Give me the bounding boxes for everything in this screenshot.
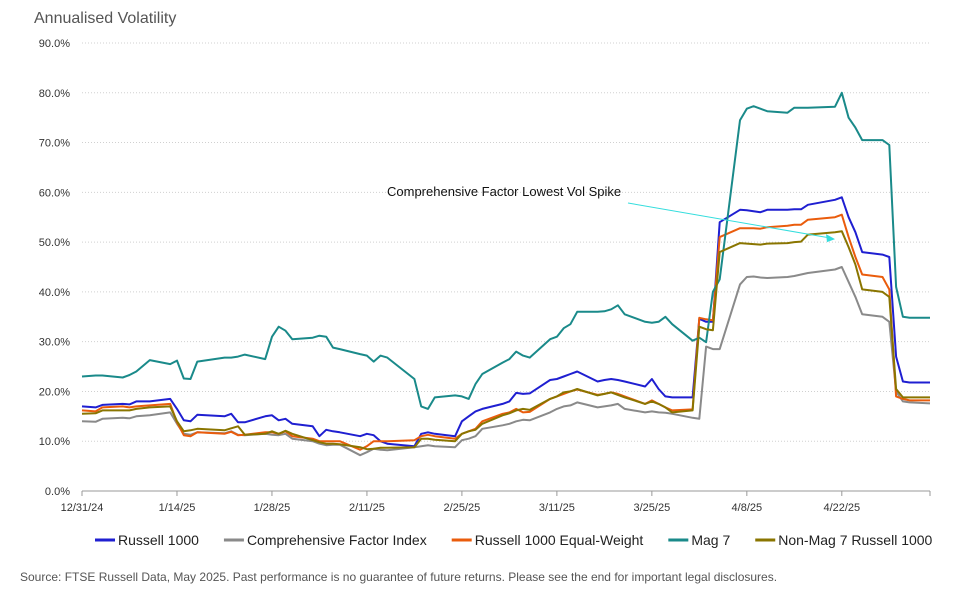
legend-label: Mag 7 <box>691 532 730 548</box>
series-line <box>81 91 930 410</box>
series-line <box>81 213 930 451</box>
x-tick-label: 4/8/25 <box>732 502 763 514</box>
grid-lines <box>82 42 930 442</box>
series-line <box>81 196 930 448</box>
annotation-arrow <box>627 202 832 239</box>
x-tick-label: 2/25/25 <box>444 502 481 514</box>
legend-label: Non-Mag 7 Russell 1000 <box>778 532 932 548</box>
x-axis: 12/31/24 1/14/25 1/28/25 2/11/25 2/25/25 3/11… <box>61 490 931 514</box>
y-tick-label: 80.0% <box>39 88 70 100</box>
annotation: Comprehensive Factor Lowest Vol Spike <box>387 184 836 243</box>
legend-label: Russell 1000 Equal-Weight <box>475 532 644 548</box>
x-tick-label: 3/25/25 <box>634 502 671 514</box>
chart-svg: 0.0% 10.0% 20.0% 30.0% 40.0% 50.0% 60.0% 70.0% 8… <box>39 38 933 548</box>
legend-label: Russell 1000 <box>118 532 199 548</box>
chart-title: Annualised Volatility <box>34 10 177 27</box>
y-tick-label: 40.0% <box>39 287 70 299</box>
series-line <box>81 230 930 451</box>
legend: Russell 1000 Comprehensive Factor Index Ru… <box>95 532 933 548</box>
y-tick-label: 20.0% <box>39 386 70 398</box>
x-tick-label: 12/31/24 <box>61 502 104 514</box>
series-lines <box>81 91 931 457</box>
annotation-arrowhead <box>826 234 836 243</box>
y-tick-label: 30.0% <box>39 337 70 349</box>
y-axis: 0.0% 10.0% 20.0% 30.0% 40.0% 50.0% 60.0% 70.0% 8… <box>39 38 70 498</box>
y-tick-label: 70.0% <box>39 138 70 150</box>
y-tick-label: 0.0% <box>45 486 70 498</box>
x-tick-label: 2/11/25 <box>349 502 385 514</box>
y-tick-label: 90.0% <box>39 38 70 50</box>
x-tick-label: 4/22/25 <box>823 502 860 514</box>
source-note: Source: FTSE Russell Data, May 2025. Pas… <box>20 570 778 584</box>
legend-label: Comprehensive Factor Index <box>247 532 427 548</box>
y-tick-label: 50.0% <box>39 237 70 249</box>
x-tick-label: 1/28/25 <box>254 502 291 514</box>
x-tick-label: 3/11/25 <box>539 502 575 514</box>
annotation-label: Comprehensive Factor Lowest Vol Spike <box>387 184 621 199</box>
y-tick-label: 60.0% <box>39 187 70 199</box>
y-tick-label: 10.0% <box>39 436 70 448</box>
x-tick-label: 1/14/25 <box>159 502 196 514</box>
